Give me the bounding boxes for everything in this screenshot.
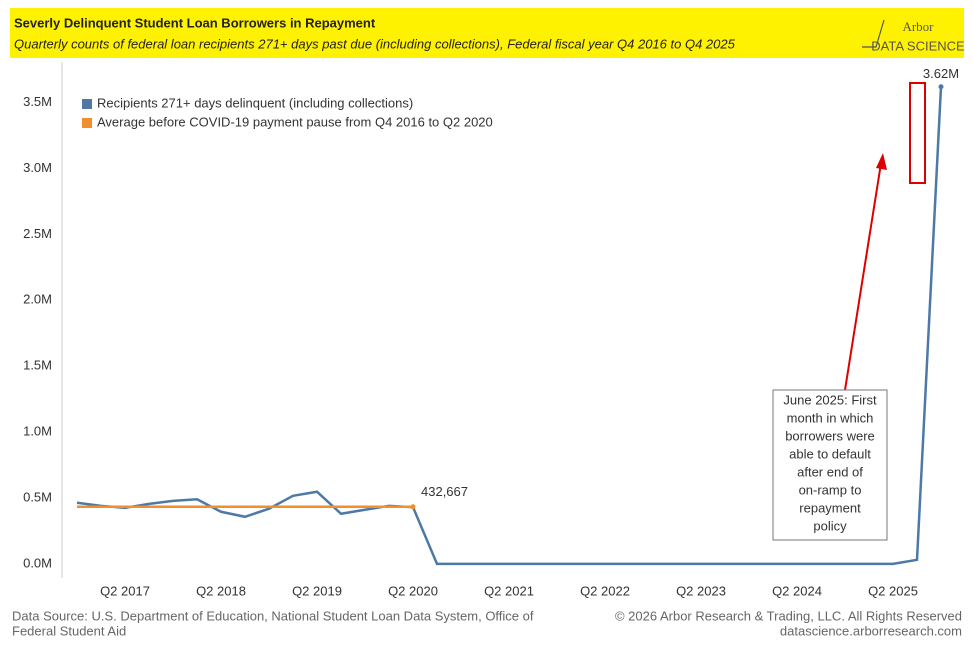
annotation-text: on-ramp to [799,482,862,497]
highlight-box [909,82,926,184]
annotation-text: policy [813,518,847,533]
copyright-text: © 2026 Arbor Research & Trading, LLC. Al… [615,608,962,623]
annotation-text: month in which [787,410,874,425]
annotation-text: borrowers were [785,428,875,443]
arrow-head [876,153,887,170]
logo-name: Arbor [902,19,934,34]
source-text: Data Source: U.S. Department of Educatio… [12,608,534,623]
y-tick-label: 0.0M [23,555,52,570]
y-tick-label: 3.0M [23,160,52,175]
end-point [938,84,944,90]
y-tick-label: 2.5M [23,226,52,241]
x-tick-label: Q2 2018 [196,583,246,598]
x-tick-label: Q2 2017 [100,583,150,598]
y-tick-label: 2.0M [23,292,52,307]
x-tick-label: Q2 2019 [292,583,342,598]
annotation-text: after end of [797,464,863,479]
annotation-box [772,389,888,541]
annotation-text: able to default [789,446,871,461]
data-label: 3.62M [923,66,959,81]
series-line [76,86,943,566]
y-tick-label: 1.5M [23,358,52,373]
chart-title: Severly Delinquent Student Loan Borrower… [14,15,376,30]
y-tick-label: 1.0M [23,423,52,438]
annotation-text: repayment [799,500,861,515]
chart-subtitle: Quarterly counts of federal loan recipie… [14,36,736,51]
legend-label: Average before COVID-19 payment pause fr… [97,114,493,129]
source-text: Federal Student Aid [12,623,126,638]
header-band [10,8,964,58]
y-tick-label: 0.5M [23,489,52,504]
y-tick-label: 3.5M [23,94,52,109]
annotation-text: June 2025: First [783,392,877,407]
x-tick-label: Q2 2025 [868,583,918,598]
x-tick-label: Q2 2024 [772,583,822,598]
x-tick-label: Q2 2021 [484,583,534,598]
legend-label: Recipients 271+ days delinquent (includi… [97,95,413,110]
legend-swatch [82,118,92,128]
end-point [410,504,416,510]
x-tick-label: Q2 2020 [388,583,438,598]
data-label: 432,667 [421,484,468,499]
x-tick-label: Q2 2022 [580,583,630,598]
copyright-text: datascience.arborresearch.com [780,623,962,638]
logo-mark [862,19,885,48]
x-tick-label: Q2 2023 [676,583,726,598]
legend-swatch [82,99,92,109]
logo-tagline: DATA SCIENCE [871,38,965,53]
annotation-arrow [844,156,883,391]
plot [76,84,944,566]
